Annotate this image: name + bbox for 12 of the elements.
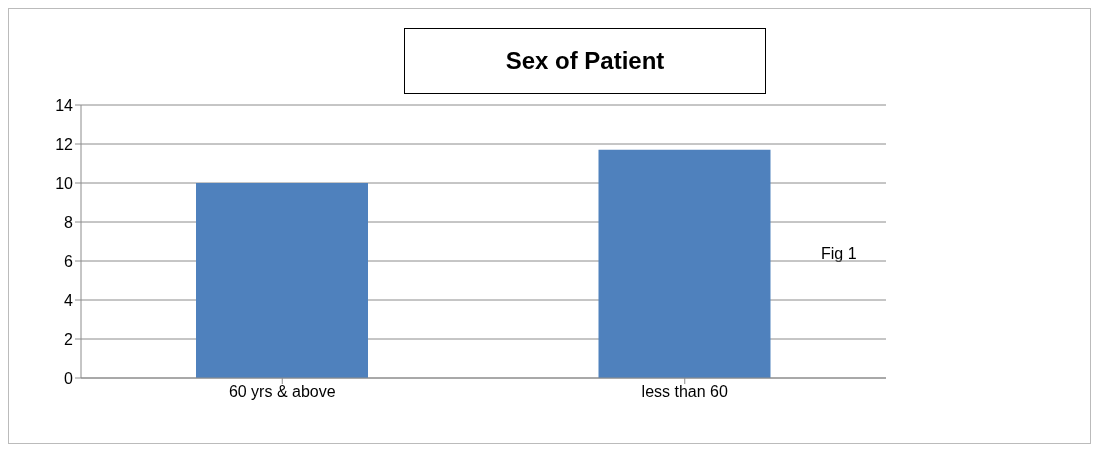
annotation: Fig 1 bbox=[821, 245, 857, 263]
y-tick-label: 2 bbox=[64, 330, 74, 348]
y-tick-label: 0 bbox=[64, 369, 74, 387]
y-tick-label: 6 bbox=[64, 252, 74, 270]
y-tick-label: 12 bbox=[55, 135, 74, 153]
y-tick-label: 8 bbox=[64, 213, 74, 231]
y-tick-label: 4 bbox=[64, 291, 74, 309]
y-tick-label: 14 bbox=[55, 96, 74, 114]
y-tick-label: 10 bbox=[55, 174, 74, 192]
chart-title: Sex of Patient bbox=[404, 28, 766, 94]
x-tick-label: less than 60 bbox=[641, 383, 728, 401]
x-tick-label: 60 yrs & above bbox=[228, 383, 336, 401]
